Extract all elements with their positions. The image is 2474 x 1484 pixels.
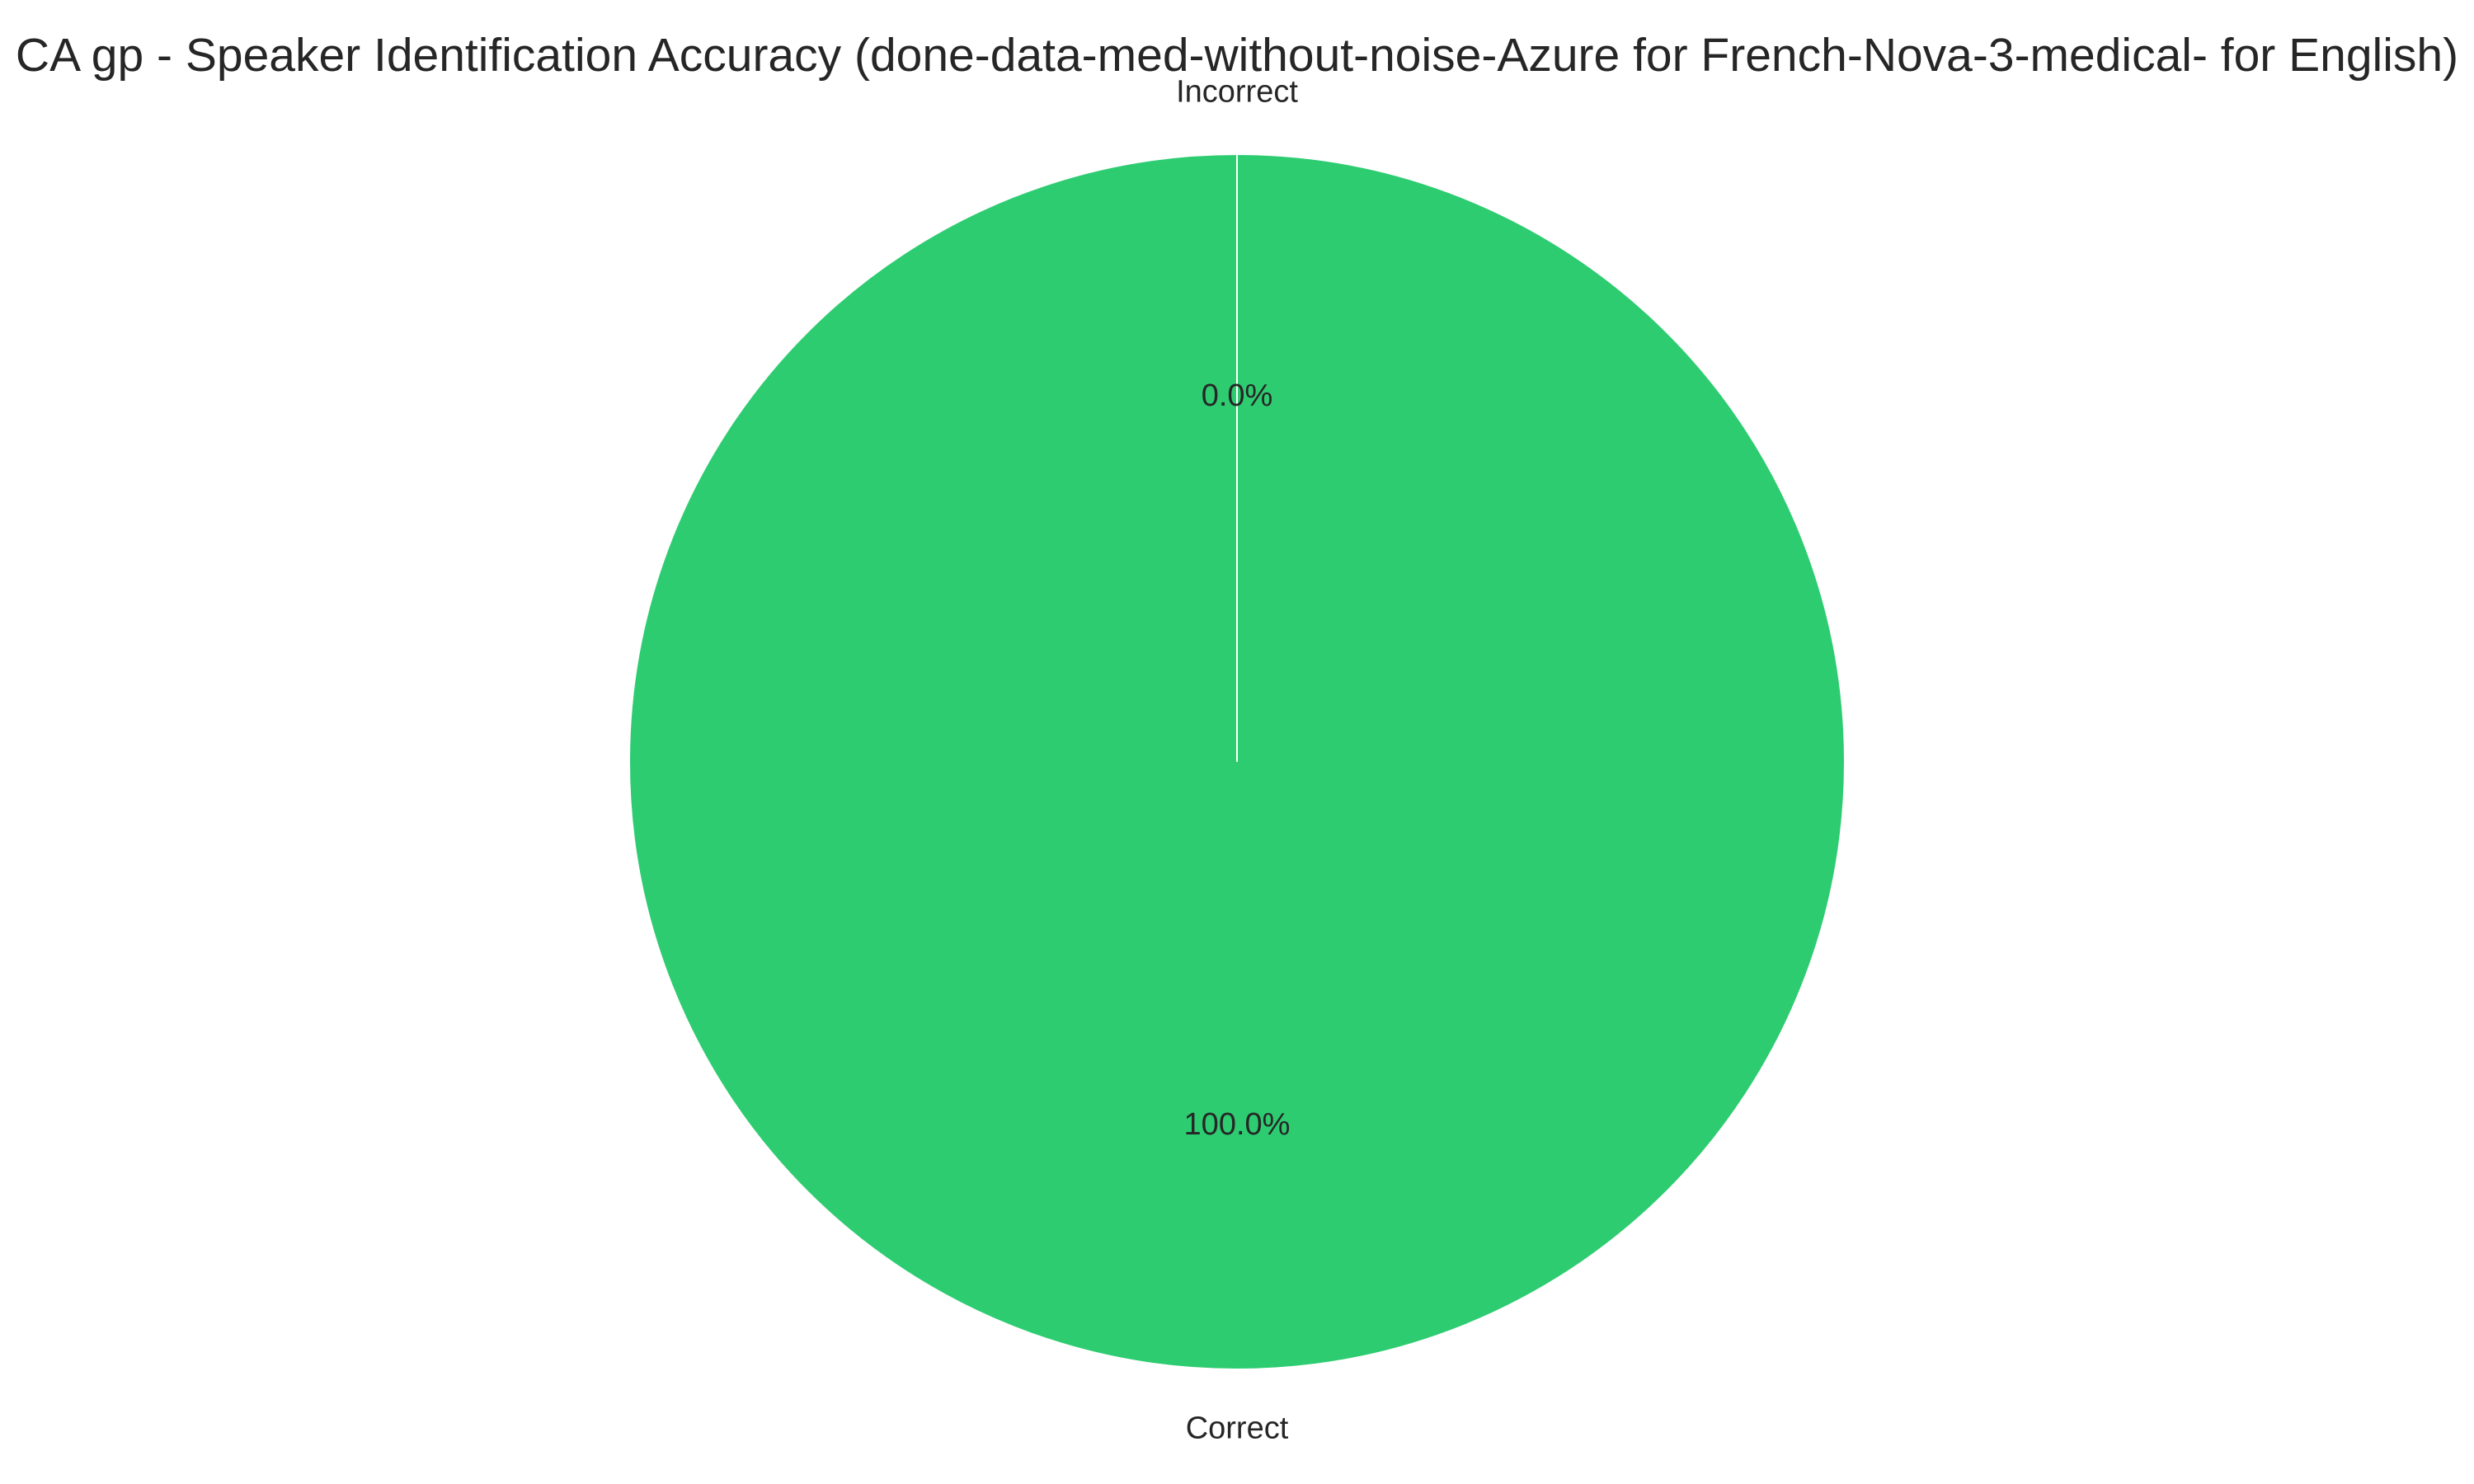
- pct-label-incorrect: 0.0%: [1202, 378, 1273, 413]
- slice-label-incorrect: Incorrect: [1176, 74, 1298, 109]
- pie-slices: [628, 153, 1846, 1370]
- slice-label-correct: Correct: [1186, 1411, 1289, 1446]
- pct-label-correct: 100.0%: [1184, 1107, 1291, 1142]
- pie-labels: Incorrect 0.0% Correct 100.0%: [1176, 74, 1298, 1445]
- chart-title: CA gp - Speaker Identification Accuracy …: [16, 29, 2458, 82]
